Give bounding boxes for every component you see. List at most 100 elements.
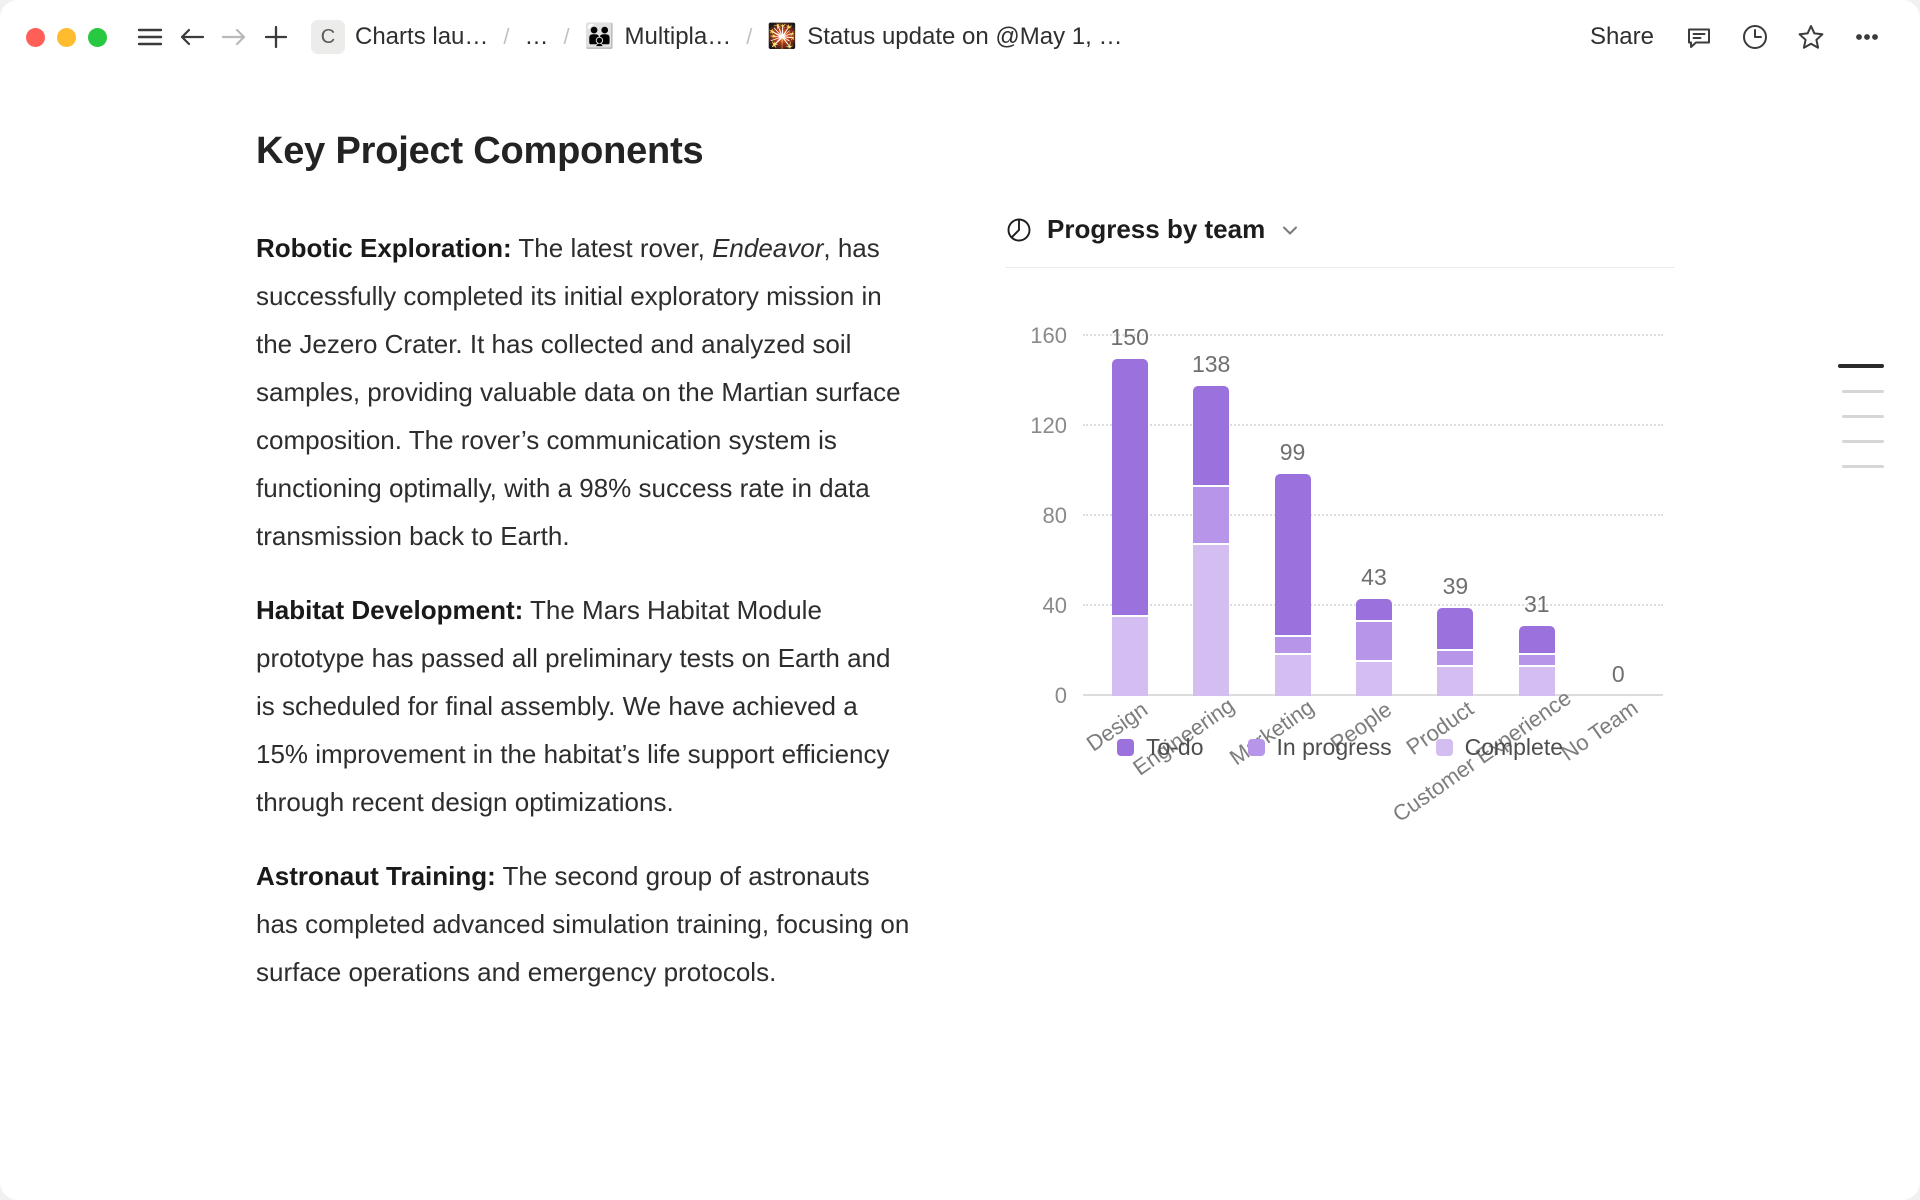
- breadcrumb-item-multiplayer[interactable]: 👪 Multipla…: [577, 18, 740, 56]
- chart-bar-group[interactable]: 150: [1089, 314, 1170, 696]
- breadcrumb-item-charts[interactable]: C Charts lau…: [303, 15, 496, 59]
- breadcrumb-item-status-update[interactable]: 🎇 Status update on @May 1, …: [759, 18, 1130, 56]
- rail-indicator-active[interactable]: [1838, 364, 1884, 368]
- chart-bar-segment[interactable]: [1193, 385, 1230, 485]
- paragraph-text: , has successfully completed its initial…: [256, 233, 901, 551]
- rail-indicator[interactable]: [1842, 390, 1884, 393]
- more-horizontal-icon[interactable]: [1846, 16, 1888, 58]
- chart-bar-segment[interactable]: [1193, 543, 1230, 696]
- chart-bar[interactable]: [1274, 473, 1311, 696]
- chevron-down-icon[interactable]: [1279, 219, 1301, 241]
- hamburger-icon[interactable]: [129, 16, 171, 58]
- chart-bar-segment[interactable]: [1437, 664, 1474, 696]
- chart-bar-segment[interactable]: [1355, 619, 1392, 661]
- chart-bar-segment[interactable]: [1274, 473, 1311, 636]
- chart-bar-value-label: 0: [1611, 661, 1625, 687]
- paragraph-emphasis: Endeavor: [712, 233, 824, 263]
- document-body: Robotic Exploration: The latest rover, E…: [256, 224, 916, 1022]
- paragraph-lead: Astronaut Training:: [256, 861, 496, 891]
- chart-y-tick-label: 0: [1054, 683, 1067, 708]
- breadcrumb-separator: /: [563, 24, 570, 49]
- page-title: Key Project Components: [256, 130, 704, 172]
- window-traffic-lights: [26, 27, 107, 47]
- breadcrumb-label: Charts lau…: [355, 23, 489, 50]
- rail-indicator[interactable]: [1842, 465, 1884, 468]
- chart-bar-segment[interactable]: [1437, 648, 1474, 665]
- arrow-right-icon[interactable]: [213, 16, 255, 58]
- close-window-button[interactable]: [26, 27, 45, 47]
- legend-label: To-do: [1145, 734, 1204, 760]
- chart-bar-segment[interactable]: [1518, 626, 1555, 654]
- chart-bar-group[interactable]: 39: [1415, 314, 1496, 696]
- chart-bar-group[interactable]: 31: [1496, 314, 1577, 696]
- paragraph-astronaut-training: Astronaut Training: The second group of …: [256, 852, 916, 996]
- clock-icon[interactable]: [1734, 16, 1776, 58]
- chart-bar-group[interactable]: 99: [1252, 314, 1333, 696]
- chart-plot-area: 0 40 80 120 160 150 138 99 43 39 31 0 Design Engine…: [1005, 314, 1675, 827]
- comment-icon[interactable]: [1678, 16, 1720, 58]
- outline-scroll-rail[interactable]: [1838, 364, 1884, 468]
- page-content: Key Project Components Robotic Explorati…: [0, 74, 1920, 1200]
- chart-gridline: [1083, 334, 1663, 337]
- chart-bar-segment[interactable]: [1355, 599, 1392, 620]
- chart-bar-segment[interactable]: [1274, 653, 1311, 696]
- chart-bar-segment[interactable]: [1437, 608, 1474, 649]
- breadcrumb-item-ellipsis[interactable]: …: [517, 18, 557, 56]
- breadcrumb: C Charts lau… / … / 👪 Multipla… / 🎇 Stat…: [303, 15, 1130, 59]
- breadcrumb-separator: /: [746, 24, 753, 49]
- chart-title: Progress by team: [1047, 214, 1266, 244]
- chart-bar-value-label: 138: [1191, 350, 1231, 377]
- title-bar: C Charts lau… / … / 👪 Multipla… / 🎇 Stat…: [0, 0, 1920, 74]
- breadcrumb-label: Status update on @May 1, …: [807, 23, 1123, 50]
- chart-bar[interactable]: [1111, 358, 1148, 696]
- paragraph-lead: Robotic Exploration:: [256, 233, 512, 263]
- legend-swatch: [1247, 739, 1265, 756]
- chart-bar[interactable]: [1437, 608, 1474, 696]
- chart-bar-value-label: 43: [1361, 564, 1387, 591]
- plus-icon[interactable]: [255, 16, 297, 58]
- chart-bar-value-label: 31: [1524, 591, 1550, 618]
- chart-bars: 150 138 99 43 39 31 0: [1089, 314, 1659, 696]
- chart-bar-group[interactable]: 43: [1333, 314, 1414, 696]
- chart-bar-segment[interactable]: [1193, 484, 1230, 544]
- chart-legend-item[interactable]: Complete: [1435, 734, 1564, 761]
- fireworks-emoji-icon: 🎇: [767, 23, 798, 50]
- chart-y-tick-label: 80: [1042, 503, 1067, 529]
- rail-indicator[interactable]: [1842, 415, 1884, 418]
- chart-bar-group[interactable]: 138: [1170, 314, 1251, 696]
- chart-bar-segment[interactable]: [1111, 615, 1148, 696]
- chart-bar-segment[interactable]: [1518, 664, 1555, 696]
- chart-bar-segment[interactable]: [1274, 635, 1311, 654]
- breadcrumb-label: Multipla…: [624, 23, 732, 50]
- chart-bar-segment[interactable]: [1111, 358, 1148, 616]
- paragraph-habitat-development: Habitat Development: The Mars Habitat Mo…: [256, 586, 916, 826]
- arrow-left-icon[interactable]: [171, 16, 213, 58]
- paragraph-robotic-exploration: Robotic Exploration: The latest rover, E…: [256, 224, 916, 560]
- chart-bar-value-label: 150: [1110, 323, 1149, 350]
- chart-bar[interactable]: [1193, 385, 1230, 696]
- chart-y-tick-label: 160: [1030, 323, 1067, 349]
- paragraph-text: The Mars Habitat Module prototype has pa…: [256, 595, 891, 817]
- pie-chart-icon: [1005, 216, 1033, 244]
- breadcrumb-label: …: [524, 23, 549, 50]
- chart-bar-group[interactable]: 0: [1578, 314, 1659, 696]
- chart-bar[interactable]: [1355, 599, 1392, 696]
- maximize-window-button[interactable]: [88, 27, 107, 47]
- paragraph-lead: Habitat Development:: [256, 595, 524, 625]
- chart-card: Progress by team 0 40 80 120 160 150 138 99 43 3…: [1005, 214, 1675, 827]
- minimize-window-button[interactable]: [57, 27, 76, 47]
- chart-y-tick-label: 40: [1042, 593, 1067, 619]
- titlebar-actions: Share: [1580, 16, 1894, 58]
- chart-legend-item[interactable]: In progress: [1247, 734, 1392, 761]
- star-icon[interactable]: [1790, 16, 1832, 58]
- chart-bar[interactable]: [1518, 626, 1555, 696]
- rail-indicator[interactable]: [1842, 440, 1884, 443]
- chart-bar-segment[interactable]: [1518, 653, 1555, 665]
- chart-legend: To-do In progress Complete: [1005, 734, 1675, 761]
- chart-legend-item[interactable]: To-do: [1116, 734, 1204, 761]
- chart-gridline: [1083, 424, 1663, 427]
- chart-bar-segment[interactable]: [1355, 660, 1392, 696]
- legend-label: Complete: [1464, 734, 1564, 760]
- share-button[interactable]: Share: [1589, 23, 1654, 50]
